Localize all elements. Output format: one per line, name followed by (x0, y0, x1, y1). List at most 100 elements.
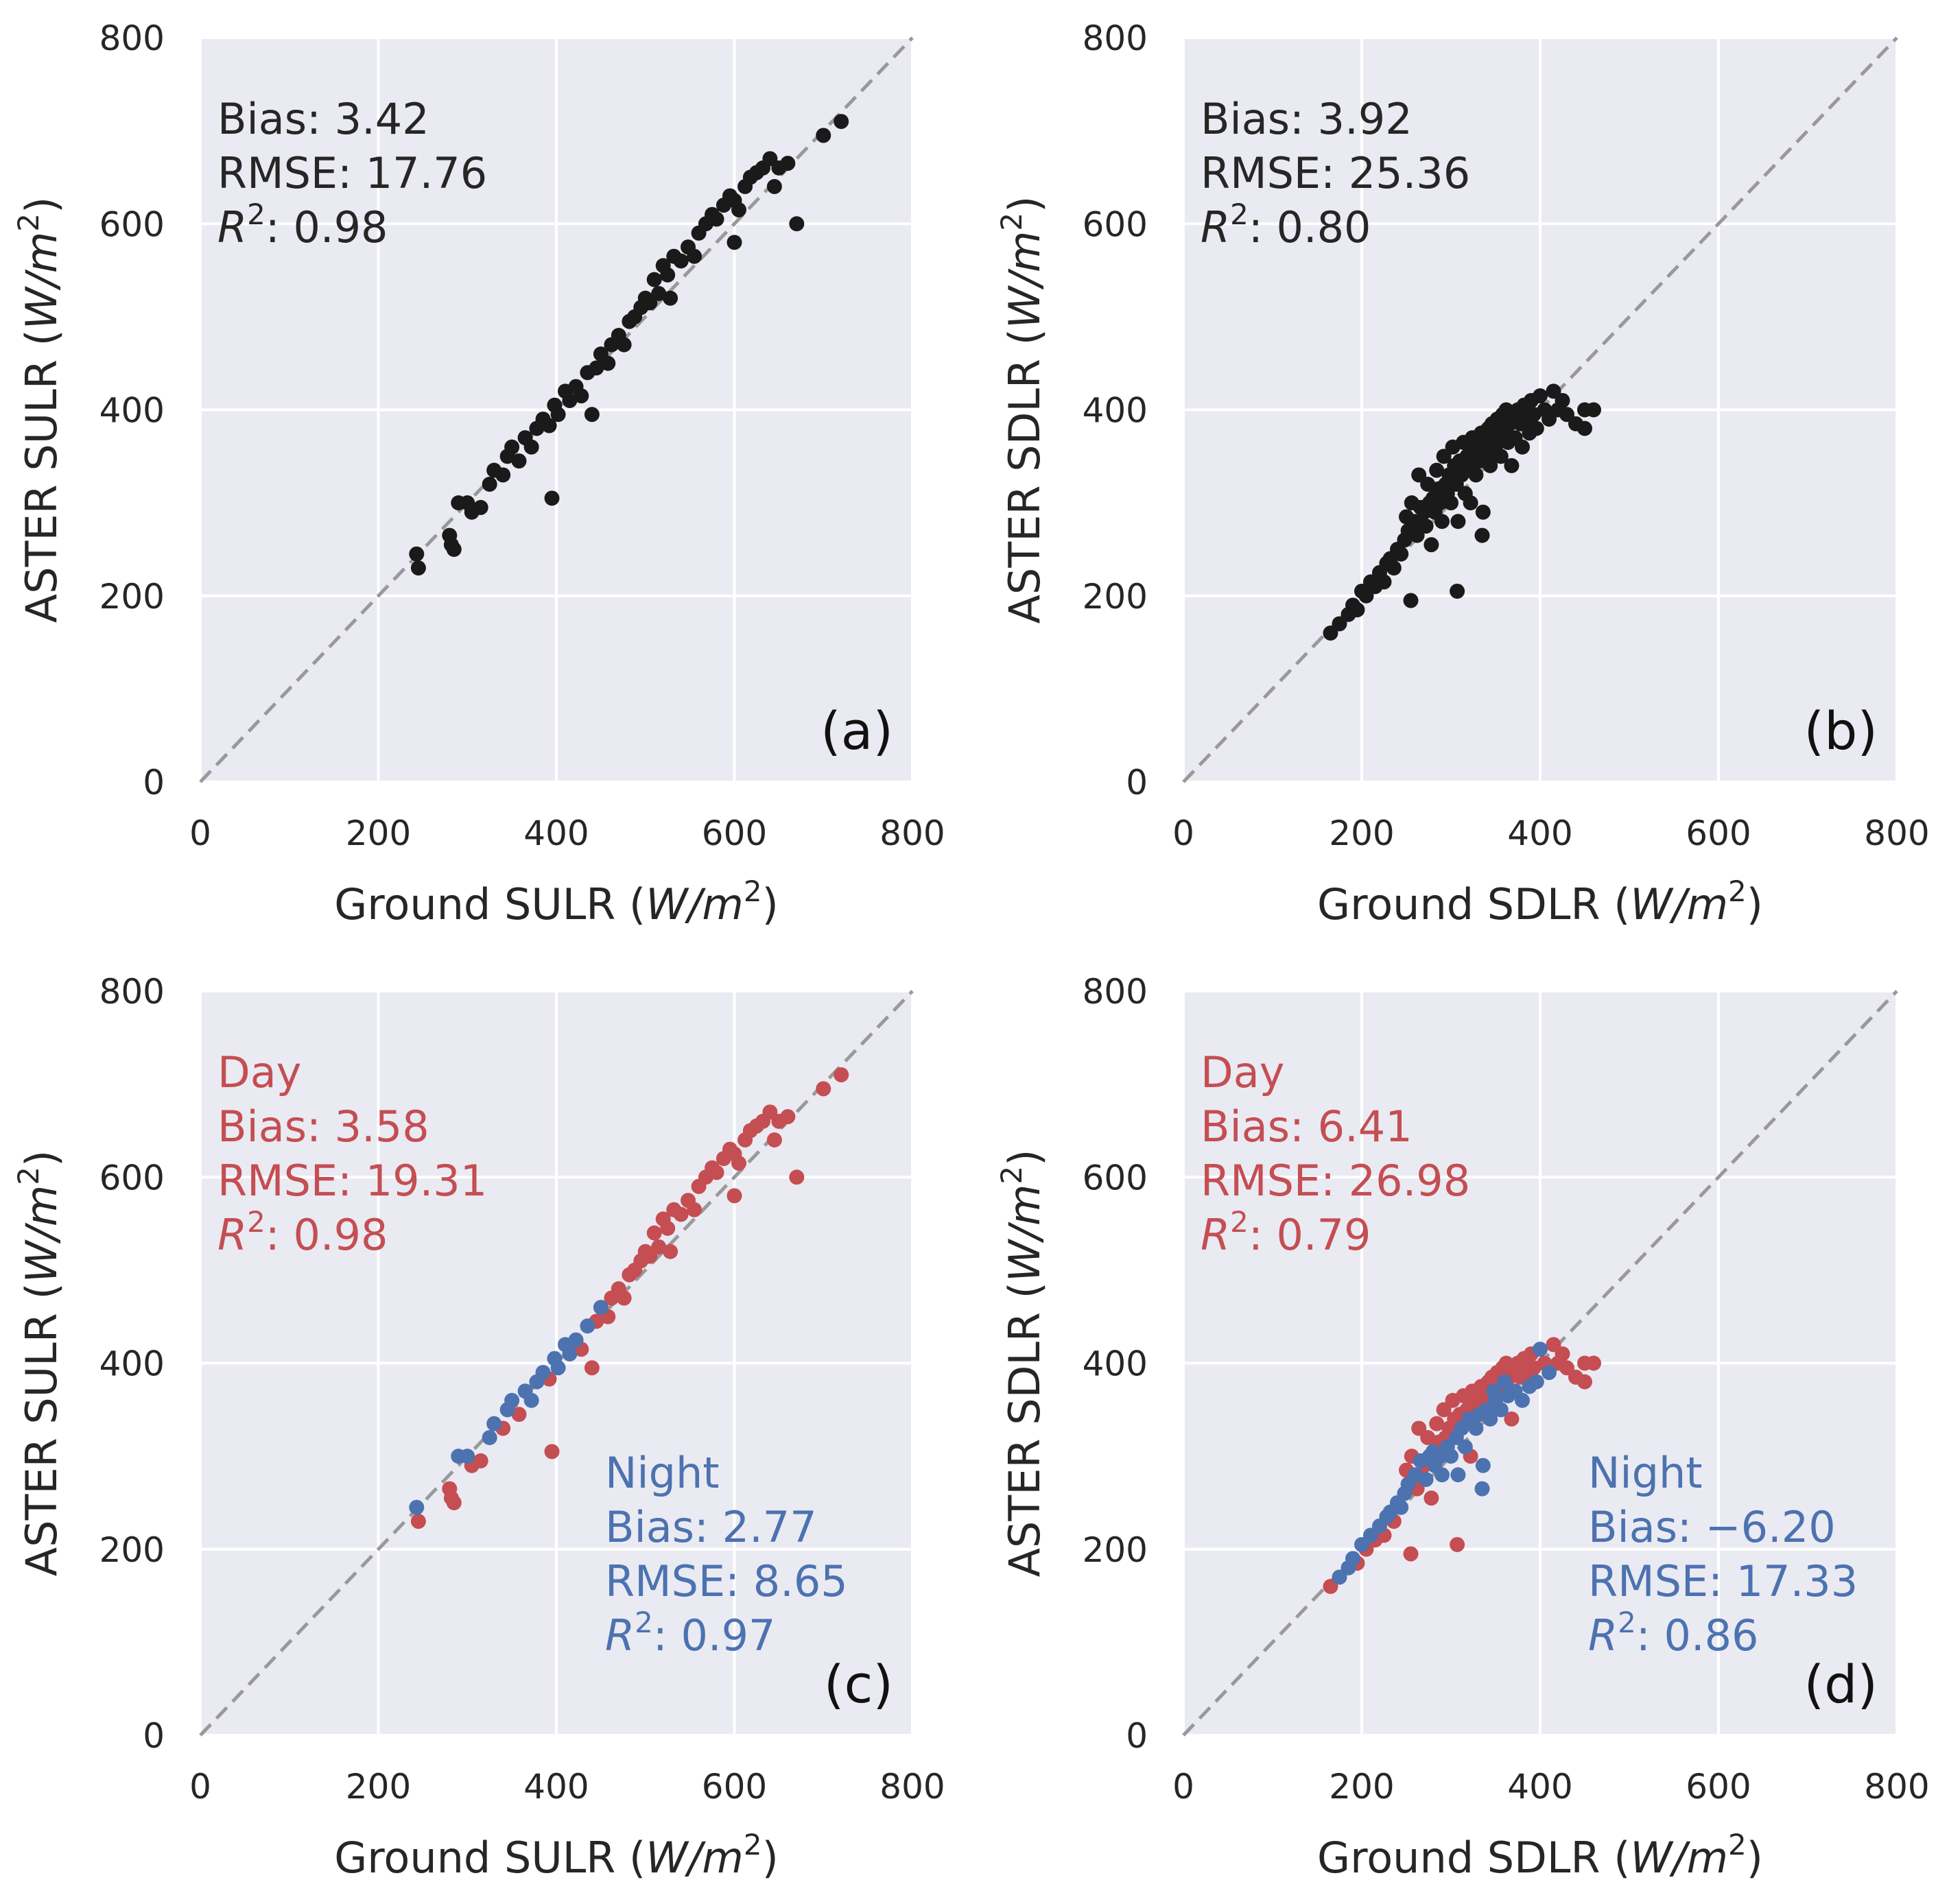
day-point (780, 1109, 796, 1125)
y-tick-label: 0 (1126, 1716, 1148, 1756)
all-point (709, 211, 724, 227)
day-point (1323, 1579, 1338, 1594)
all-point (1546, 383, 1561, 399)
day-point (1429, 1416, 1445, 1431)
all-point (1418, 519, 1434, 534)
all-point (1443, 495, 1458, 511)
x-tick-label: 0 (1172, 813, 1194, 853)
x-tick-label: 0 (1172, 1767, 1194, 1807)
all-point (1533, 388, 1548, 404)
y-tick-label: 0 (143, 1716, 165, 1756)
y-tick-label: 600 (99, 204, 165, 244)
night-point (550, 1360, 566, 1376)
all-point (1358, 588, 1374, 604)
all-bias: Bias: 3.42 (217, 94, 429, 144)
y-tick-label: 0 (1126, 763, 1148, 802)
all-r2: R2: 0.80 (1201, 198, 1371, 252)
all-point (766, 179, 782, 194)
all-point (1559, 407, 1574, 423)
x-tick-label: 200 (1329, 813, 1394, 853)
x-axis-label: Ground SULR (W/m2) (334, 874, 779, 929)
all-point (589, 360, 604, 376)
x-tick-label: 600 (1686, 1767, 1751, 1807)
day-point (1424, 1490, 1439, 1506)
day-point (646, 1225, 662, 1241)
all-point (1483, 457, 1498, 473)
x-tick-label: 200 (1329, 1767, 1394, 1807)
y-axis-label: ASTER SDLR (W/m2) (995, 196, 1050, 624)
day-point (816, 1081, 831, 1097)
x-axis-label: Ground SULR (W/m2) (334, 1828, 779, 1883)
night-point (409, 1499, 425, 1515)
y-tick-label: 200 (99, 577, 165, 617)
x-tick-label: 400 (523, 1767, 589, 1807)
day-point (834, 1067, 849, 1083)
all-point (663, 290, 678, 306)
x-tick-label: 0 (189, 813, 211, 853)
day-point (766, 1132, 782, 1147)
night-point (1468, 1420, 1484, 1436)
day-point (511, 1407, 527, 1423)
y-tick-label: 400 (1083, 1344, 1148, 1384)
night-point (1434, 1467, 1450, 1483)
all-point (523, 439, 539, 455)
y-axis-label: ASTER SDLR (W/m2) (995, 1150, 1050, 1578)
night-point (562, 1346, 578, 1361)
all-point (562, 392, 578, 408)
night-point (486, 1416, 502, 1431)
all-point (574, 388, 589, 404)
day-point (1586, 1355, 1601, 1371)
panel-b: 0 200 400 600 800 0 200 400 600 800 Ground SDLR (W… (995, 19, 1930, 929)
night-stats-title: Night (605, 1448, 720, 1498)
all-point (1386, 560, 1402, 576)
x-tick-label: 400 (1507, 1767, 1572, 1807)
day-bias: Bias: 3.58 (217, 1102, 429, 1152)
all-point (544, 490, 560, 506)
day-point (1450, 1536, 1465, 1552)
all-point (1475, 504, 1491, 520)
all-point (1468, 467, 1484, 483)
day-bias: Bias: 6.41 (1201, 1102, 1413, 1152)
day-point (663, 1243, 678, 1259)
day-point (709, 1165, 724, 1180)
day-point (687, 1202, 702, 1217)
all-point (789, 216, 805, 232)
day-point (1559, 1360, 1574, 1376)
x-axis-label: Ground SDLR (W/m2) (1317, 874, 1763, 929)
all-point (616, 337, 632, 353)
all-point (1463, 495, 1478, 511)
night-point (504, 1392, 520, 1408)
all-point (410, 560, 426, 576)
panel-c: 0 200 400 600 800 0 200 400 600 800 Ground SULR (W… (12, 972, 945, 1883)
all-bias: Bias: 3.92 (1201, 94, 1413, 144)
all-point (1332, 616, 1347, 632)
night-point (1515, 1392, 1530, 1408)
all-point (727, 235, 742, 250)
day-point (660, 1220, 676, 1236)
night-point (1457, 1439, 1473, 1455)
x-tick-label: 800 (1864, 1767, 1929, 1807)
all-point (1409, 527, 1425, 543)
all-point (1586, 402, 1601, 418)
x-tick-label: 800 (879, 1767, 945, 1807)
all-point (1493, 449, 1509, 464)
night-point (1450, 1467, 1466, 1483)
day-point (651, 1239, 667, 1254)
all-point (1376, 574, 1392, 590)
day-point (1403, 1546, 1419, 1562)
day-point (727, 1188, 742, 1204)
day-point (673, 1206, 689, 1222)
day-rmse: RMSE: 19.31 (217, 1156, 487, 1206)
day-r2: R2: 0.79 (1201, 1205, 1371, 1260)
all-point (1542, 412, 1557, 427)
all-point (780, 156, 796, 171)
y-tick-label: 800 (1083, 972, 1148, 1012)
night-r2: R2: 0.86 (1588, 1606, 1758, 1661)
y-tick-label: 400 (99, 391, 165, 431)
day-point (616, 1290, 632, 1306)
all-point (816, 128, 831, 143)
y-tick-label: 200 (1083, 577, 1148, 617)
y-tick-label: 200 (99, 1530, 165, 1570)
night-point (1393, 1499, 1409, 1515)
